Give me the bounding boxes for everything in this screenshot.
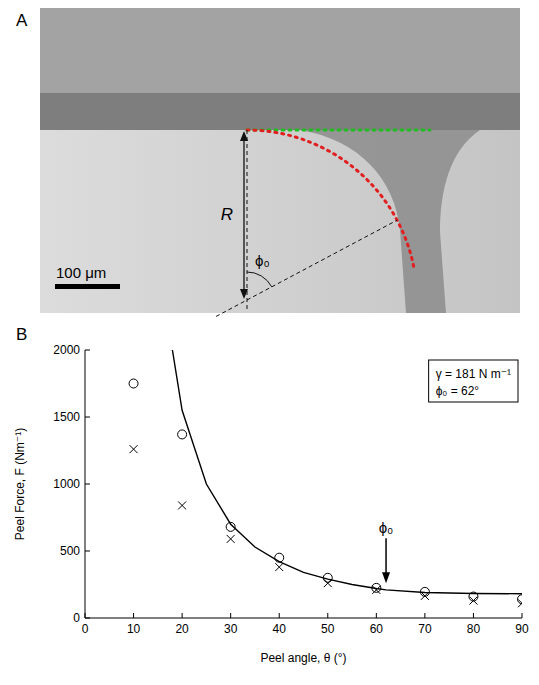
y-axis-title: Peel Force, F (Nm⁻¹) — [13, 428, 27, 540]
scale-bar — [55, 284, 120, 289]
arrow-head — [240, 289, 248, 299]
y-tick — [85, 417, 90, 418]
plot-area — [129, 350, 522, 607]
y-tick — [85, 484, 90, 485]
panel-label: B — [16, 325, 27, 344]
text-box-line: ϕ₀ = 62° — [436, 384, 480, 398]
image-substrate — [40, 93, 520, 130]
x-tick-label: 60 — [370, 622, 384, 636]
circle-marker — [469, 592, 478, 601]
annotation-label: ϕ₀ — [379, 519, 394, 536]
r-arrow — [243, 134, 244, 296]
r-label: R — [221, 205, 233, 224]
x-tick — [424, 613, 425, 618]
image-background — [40, 8, 520, 313]
circle-marker — [323, 573, 332, 582]
panel-b: B 0 10 20 30 40 50 60 70 80 90 0 500 1000 1500 2000 Peel… — [13, 325, 529, 665]
y-tick-label: 1000 — [53, 477, 80, 491]
x-tick — [279, 613, 280, 618]
x-tick — [522, 613, 523, 618]
x-tick — [85, 613, 86, 618]
angle-arc — [247, 272, 272, 287]
cross-marker — [469, 597, 477, 605]
text-box: γ = 181 N m⁻¹ ϕ₀ = 62° — [429, 360, 518, 402]
angle-label: ϕ₀ — [255, 252, 270, 269]
circle-marker — [275, 553, 284, 562]
vertical-dashed — [247, 130, 248, 310]
x-tick-label: 90 — [515, 622, 529, 636]
fit-curve — [172, 350, 522, 594]
panel-label: A — [16, 11, 28, 30]
red-dotted-arc — [247, 130, 414, 270]
y-tick-label: 1500 — [53, 410, 80, 424]
image-top-band — [40, 8, 520, 93]
cross-marker — [372, 586, 380, 594]
x-tick-label: 10 — [127, 622, 141, 636]
x-axis-title: Peel angle, θ (°) — [260, 651, 346, 665]
x-tick — [230, 613, 231, 618]
cross-marker — [130, 445, 138, 453]
text-box-line: γ = 181 N m⁻¹ — [436, 367, 511, 381]
y-tick — [85, 618, 90, 619]
figure: A Rϕ₀ 100 μm B 0 10 20 30 40 50 60 70 80 90 0 500 1000 15… — [0, 0, 539, 685]
x-tick-label: 50 — [321, 622, 335, 636]
y-tick-label: 0 — [73, 611, 80, 625]
x-tick-label: 70 — [418, 622, 432, 636]
scale-bar-label: 100 μm — [56, 264, 106, 281]
x-tick-label: 20 — [175, 622, 189, 636]
angle-ray — [216, 220, 397, 316]
x-tick-label: 40 — [273, 622, 287, 636]
cross-marker — [518, 599, 522, 607]
x-tick — [473, 613, 474, 618]
y-tick — [85, 350, 90, 351]
x-tick — [327, 613, 328, 618]
annotation-arrow — [385, 538, 387, 576]
x-tick-label: 0 — [82, 622, 89, 636]
cross-marker — [421, 592, 429, 600]
x-tick — [182, 613, 183, 618]
panel-a: A Rϕ₀ 100 μm — [16, 8, 520, 316]
x-axis — [85, 618, 522, 619]
arrow-head — [240, 131, 248, 141]
circle-marker — [129, 379, 138, 388]
circle-marker — [178, 430, 187, 439]
y-tick-label: 2000 — [53, 343, 80, 357]
text-box-frame — [429, 360, 518, 402]
x-tick-label: 30 — [224, 622, 238, 636]
x-tick-label: 80 — [467, 622, 481, 636]
peeled-strip — [300, 130, 480, 313]
y-tick-label: 500 — [60, 544, 80, 558]
cross-marker — [275, 563, 283, 571]
y-tick — [85, 551, 90, 552]
x-tick — [133, 613, 134, 618]
cross-marker — [324, 579, 332, 587]
circle-marker — [420, 587, 429, 596]
cross-marker — [227, 535, 235, 543]
x-tick — [376, 613, 377, 618]
circle-marker — [226, 522, 235, 531]
arrow-head — [382, 572, 390, 583]
circle-marker — [372, 583, 381, 592]
cross-marker — [178, 501, 186, 509]
